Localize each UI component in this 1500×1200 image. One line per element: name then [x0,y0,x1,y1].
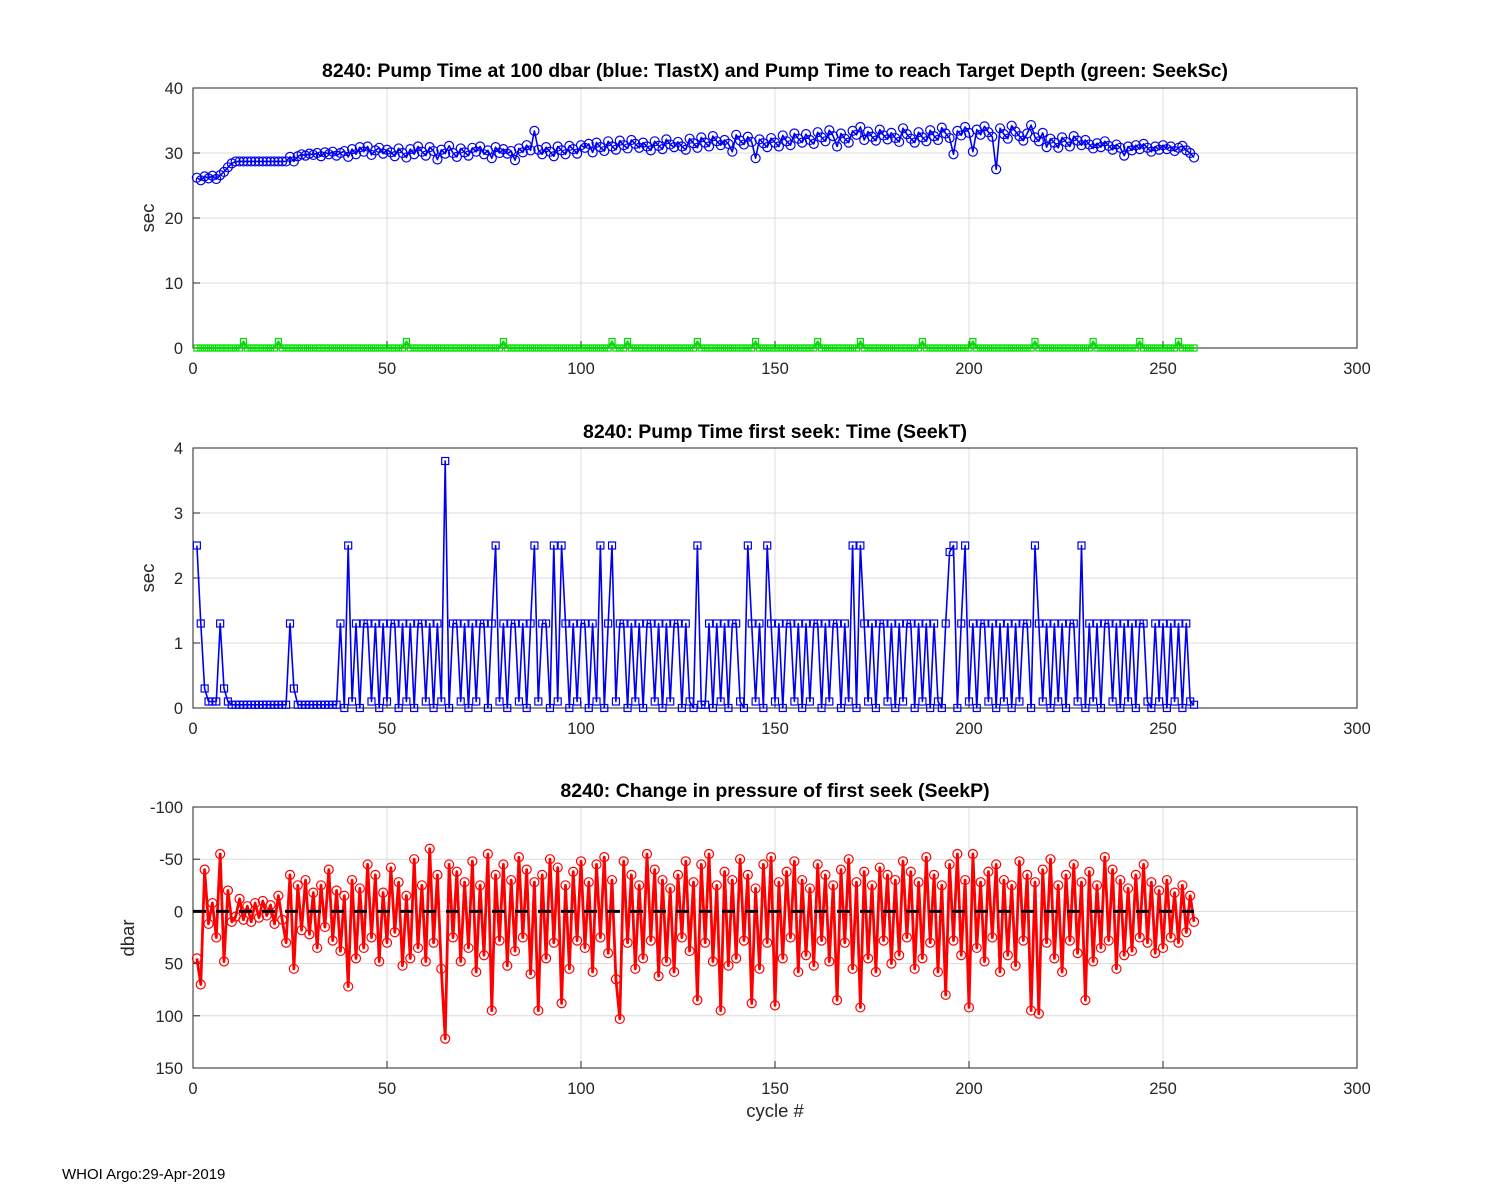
svg-text:300: 300 [1343,360,1371,378]
svg-text:200: 200 [955,720,983,738]
svg-text:50: 50 [378,1080,396,1098]
svg-text:200: 200 [955,360,983,378]
svg-text:250: 250 [1149,720,1177,738]
svg-text:20: 20 [165,210,183,228]
svg-text:250: 250 [1149,1080,1177,1098]
svg-text:30: 30 [165,145,183,163]
subplot2-ylabel: sec [137,563,158,593]
svg-text:-100: -100 [150,799,183,817]
svg-text:150: 150 [761,1080,789,1098]
subplot1-title: 8240: Pump Time at 100 dbar (blue: Tlast… [322,60,1228,82]
svg-text:2: 2 [174,570,183,588]
svg-text:150: 150 [761,720,789,738]
svg-text:100: 100 [567,1080,595,1098]
svg-text:0: 0 [174,700,183,718]
svg-text:10: 10 [165,275,183,293]
svg-text:150: 150 [761,360,789,378]
svg-text:40: 40 [165,80,183,98]
svg-text:-50: -50 [159,851,183,869]
subplot3-ylabel: dbar [117,919,138,957]
svg-text:150: 150 [155,1060,183,1078]
svg-text:200: 200 [955,1080,983,1098]
svg-text:4: 4 [174,440,183,458]
svg-text:50: 50 [378,720,396,738]
svg-text:300: 300 [1343,720,1371,738]
svg-text:0: 0 [188,1080,197,1098]
subplot2-title: 8240: Pump Time first seek: Time (SeekT) [582,421,968,443]
subplot1-ylabel: sec [137,203,158,233]
svg-text:0: 0 [174,340,183,358]
svg-text:1: 1 [174,635,183,653]
svg-text:50: 50 [165,956,183,974]
svg-text:0: 0 [188,360,197,378]
svg-text:100: 100 [567,720,595,738]
svg-text:100: 100 [567,360,595,378]
x-axis-label: cycle # [746,1100,804,1121]
svg-text:50: 50 [378,360,396,378]
svg-text:300: 300 [1343,1080,1371,1098]
svg-text:3: 3 [174,505,183,523]
svg-text:100: 100 [155,1008,183,1026]
subplot3-title: 8240: Change in pressure of first seek (… [560,780,990,802]
svg-text:0: 0 [188,720,197,738]
svg-text:250: 250 [1149,360,1177,378]
footer-stamp: WHOI Argo:29-Apr-2019 [62,1166,226,1183]
svg-text:0: 0 [174,903,183,921]
